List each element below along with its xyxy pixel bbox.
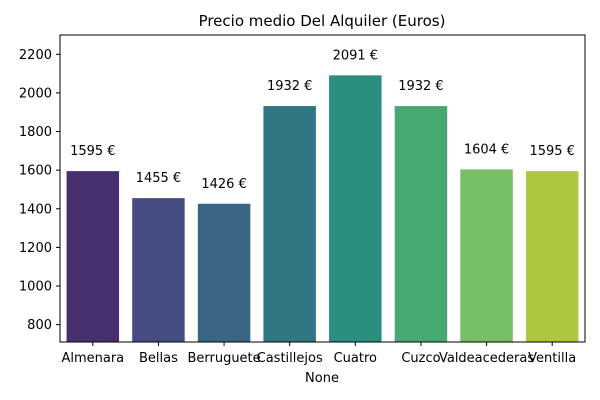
bar <box>132 198 185 342</box>
data-label: 1932 € <box>398 79 444 94</box>
x-tick-label: Almenara <box>61 351 124 366</box>
y-tick-label: 800 <box>27 318 52 333</box>
axes-frame <box>59 34 586 343</box>
data-label: 1932 € <box>267 79 313 94</box>
x-tick-label: Ventilla <box>528 351 576 366</box>
x-axis-label: None <box>305 371 339 386</box>
data-label: 1595 € <box>529 144 575 159</box>
data-label: 1455 € <box>136 171 182 186</box>
bar <box>525 171 579 342</box>
y-tick-label: 1400 <box>19 202 52 217</box>
bar <box>394 106 448 343</box>
y-tick-label: 1600 <box>19 164 52 179</box>
y-tick-label: 2000 <box>19 86 52 101</box>
data-label: 2091 € <box>333 48 379 63</box>
bar <box>329 75 382 342</box>
x-tick-label: Berruguete <box>187 351 260 366</box>
bar <box>460 169 513 342</box>
y-tick-label: 1000 <box>19 280 52 295</box>
x-tick-label: Valdeacederas <box>439 351 534 366</box>
data-label: 1426 € <box>201 177 247 192</box>
x-tick-label: Cuatro <box>334 351 377 366</box>
data-label: 1604 € <box>464 142 510 157</box>
x-tick-label: Bellas <box>139 351 178 366</box>
y-tick-label: 1800 <box>19 125 52 140</box>
bar <box>263 106 316 343</box>
x-tick-label: Cuzco <box>401 351 440 366</box>
data-label: 1595 € <box>70 144 116 159</box>
chart-title: Precio medio Del Alquiler (Euros) <box>199 12 446 30</box>
x-tick-label: Castillejos <box>257 351 323 366</box>
bar <box>66 171 120 342</box>
plot-area: 1595 € Almenara 1455 € Bellas 1426 € Berrugue… <box>19 34 586 366</box>
bar <box>197 203 251 342</box>
y-tick-label: 1200 <box>19 241 52 256</box>
y-tick-label: 2200 <box>19 48 52 63</box>
